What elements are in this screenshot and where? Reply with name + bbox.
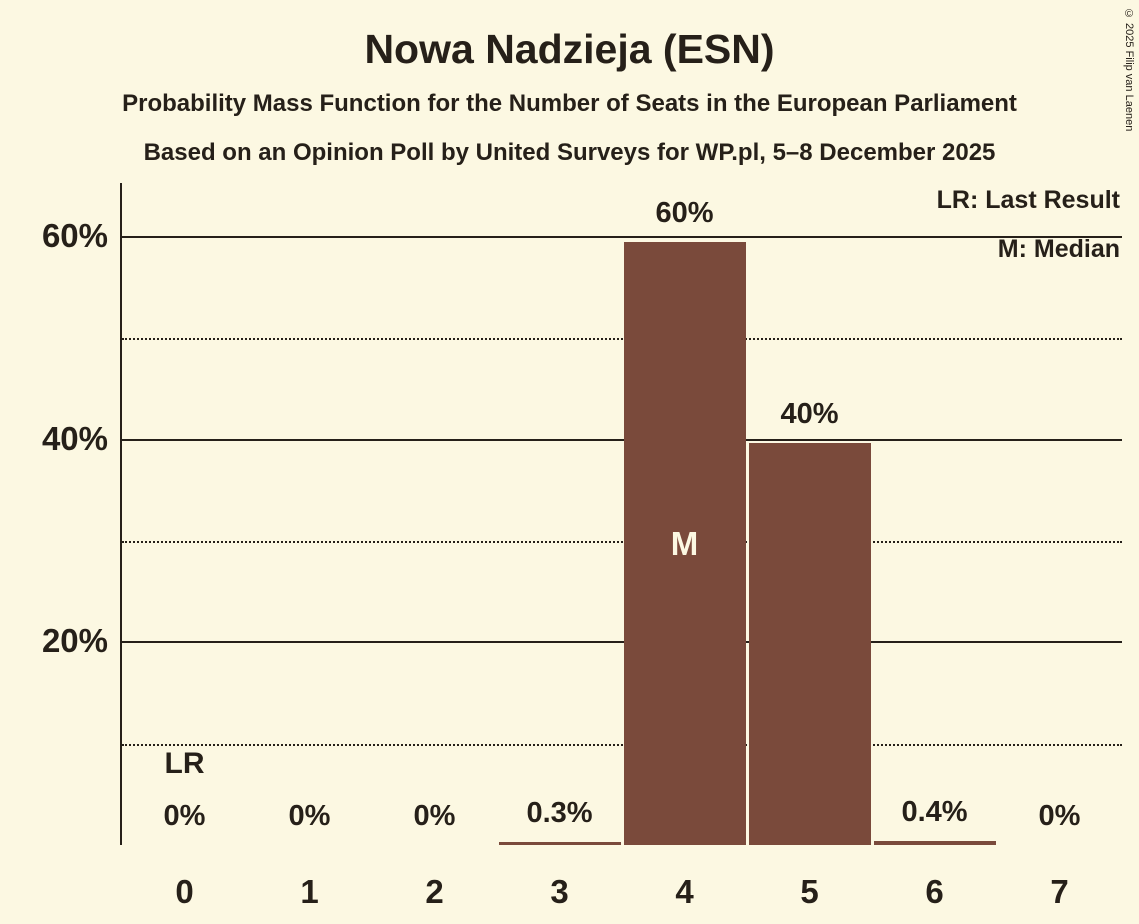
- chart-poll-info: Based on an Opinion Poll by United Surve…: [143, 139, 996, 166]
- x-axis-label-0: 0: [175, 873, 194, 910]
- value-label-seats-3: 0.3%: [526, 797, 593, 829]
- x-axis-label-6: 6: [925, 873, 944, 910]
- gridline-solid-40pct: [122, 438, 1122, 441]
- bar-seats-5: [748, 443, 871, 845]
- chart-subtitle: Probability Mass Function for the Number…: [122, 90, 1017, 117]
- bar-seats-4: M: [623, 242, 746, 845]
- value-label-seats-0: 0%: [163, 800, 206, 832]
- x-axis-label-2: 2: [425, 873, 444, 910]
- value-label-seats-5: 40%: [780, 398, 839, 430]
- copyright-notice: © 2025 Filip van Laenen: [1123, 8, 1135, 132]
- value-label-seats-6: 0.4%: [901, 796, 968, 828]
- x-axis-label-3: 3: [550, 873, 569, 910]
- gridline-solid-20pct: [122, 641, 1122, 644]
- bar-seats-6: [873, 841, 996, 845]
- gridline-dotted-50pct: [122, 338, 1122, 341]
- chart-title: Nowa Nadzieja (ESN): [364, 26, 775, 72]
- x-axis-label-1: 1: [300, 873, 319, 910]
- plot-area: 20% 40% 60% 0% LR 0 0% 1 0% 2 0.3% 3 M 60% 4 40% 5 0.4% 6 0…: [42, 183, 1122, 910]
- value-label-seats-7: 0%: [1038, 800, 1081, 832]
- bar-seats-3: [498, 842, 621, 845]
- value-label-seats-1: 0%: [288, 800, 331, 832]
- y-axis-label-40: 40%: [41, 419, 108, 457]
- y-axis-label-20: 20%: [41, 622, 108, 660]
- gridline-dotted-30pct: [122, 541, 1122, 543]
- x-axis-label-7: 7: [1050, 873, 1069, 910]
- gridline-dotted-10pct: [122, 743, 1122, 746]
- x-axis-label-4: 4: [675, 873, 694, 910]
- last-result-marker: LR: [164, 747, 205, 780]
- x-axis-label-5: 5: [800, 873, 819, 910]
- y-axis-label-60: 60%: [41, 217, 108, 254]
- median-marker: M: [670, 524, 699, 562]
- value-label-seats-4: 60%: [655, 197, 714, 229]
- legend-last-result: LR: Last Result: [936, 186, 1120, 214]
- legend-median: M: Median: [997, 235, 1120, 263]
- gridline-solid-60pct: [122, 236, 1122, 238]
- value-label-seats-2: 0%: [413, 800, 456, 832]
